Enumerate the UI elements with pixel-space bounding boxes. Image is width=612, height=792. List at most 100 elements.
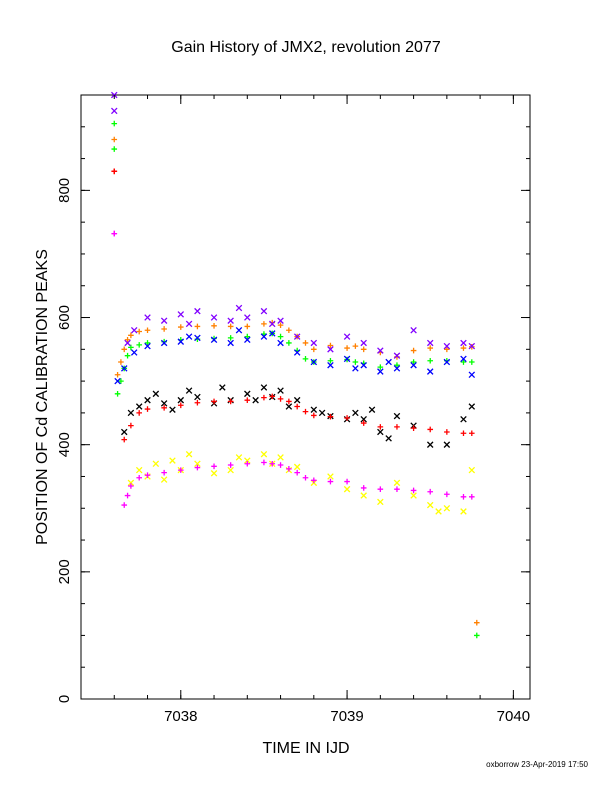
data-point bbox=[294, 403, 300, 410]
data-point bbox=[460, 494, 467, 500]
data-point bbox=[260, 450, 268, 458]
data-point bbox=[327, 413, 334, 420]
data-point bbox=[385, 358, 392, 366]
data-point bbox=[261, 394, 267, 401]
data-point bbox=[111, 146, 118, 152]
data-point bbox=[293, 349, 301, 356]
data-point bbox=[460, 339, 467, 347]
data-point bbox=[111, 230, 118, 237]
data-point bbox=[393, 365, 401, 372]
data-point bbox=[286, 398, 292, 405]
data-point bbox=[244, 460, 251, 467]
data-point bbox=[427, 357, 434, 364]
data-point bbox=[343, 485, 351, 493]
data-point bbox=[327, 473, 334, 480]
data-point bbox=[185, 450, 193, 458]
data-point bbox=[130, 349, 138, 356]
footer-stamp: oxborrow 23-Apr-2019 17:50 bbox=[486, 760, 588, 769]
data-point bbox=[111, 120, 118, 127]
data-point bbox=[293, 333, 301, 340]
data-point bbox=[360, 485, 367, 491]
data-point bbox=[260, 384, 268, 391]
data-point bbox=[468, 430, 475, 437]
data-point bbox=[161, 469, 167, 476]
data-point bbox=[227, 466, 234, 474]
data-point bbox=[160, 317, 168, 324]
data-point bbox=[135, 466, 143, 474]
data-point bbox=[169, 406, 176, 413]
data-point bbox=[235, 326, 243, 334]
data-point bbox=[311, 346, 317, 353]
data-point bbox=[144, 396, 151, 404]
data-point bbox=[468, 371, 476, 379]
data-point bbox=[286, 466, 292, 472]
data-point bbox=[177, 311, 185, 318]
data-point bbox=[114, 371, 121, 378]
data-point bbox=[185, 333, 193, 340]
data-point bbox=[121, 346, 128, 353]
data-point bbox=[210, 314, 218, 321]
data-point bbox=[377, 428, 384, 436]
data-point bbox=[114, 391, 121, 397]
axis-ticks: 7038 7039 7040 0 200 400 600 800 bbox=[56, 94, 530, 725]
data-point bbox=[435, 508, 442, 515]
data-point bbox=[235, 304, 243, 312]
data-point bbox=[468, 403, 476, 410]
data-point bbox=[227, 398, 234, 405]
data-point bbox=[244, 336, 251, 344]
data-point bbox=[211, 322, 217, 329]
data-point bbox=[285, 403, 293, 410]
data-point bbox=[460, 345, 467, 351]
data-point bbox=[426, 441, 434, 448]
data-point bbox=[352, 409, 359, 417]
data-point bbox=[260, 333, 268, 340]
data-point bbox=[244, 323, 251, 330]
data-point bbox=[393, 352, 401, 359]
data-point bbox=[277, 454, 284, 461]
data-point bbox=[161, 405, 167, 411]
data-point bbox=[121, 502, 128, 508]
data-point bbox=[460, 359, 467, 365]
data-point bbox=[344, 345, 350, 351]
data-point bbox=[468, 466, 476, 474]
data-point bbox=[318, 409, 326, 417]
data-point bbox=[227, 317, 234, 324]
data-point bbox=[393, 412, 401, 420]
data-point bbox=[293, 396, 301, 404]
data-point bbox=[310, 406, 318, 413]
data-point bbox=[293, 463, 301, 471]
data-point bbox=[177, 402, 184, 409]
data-point bbox=[244, 457, 251, 464]
data-point bbox=[128, 332, 134, 339]
data-point bbox=[394, 362, 400, 369]
data-point bbox=[468, 342, 476, 350]
data-point bbox=[277, 339, 284, 347]
data-point bbox=[377, 424, 384, 430]
data-point bbox=[127, 409, 135, 417]
y-axis-label: POSITION OF Cd CALIBRATION PEAKS bbox=[34, 249, 51, 545]
data-point bbox=[443, 505, 451, 512]
data-point bbox=[268, 330, 276, 337]
data-point bbox=[327, 342, 334, 349]
data-point bbox=[144, 340, 151, 346]
data-point bbox=[269, 460, 276, 467]
data-point bbox=[124, 352, 131, 359]
data-point bbox=[460, 415, 467, 423]
data-point bbox=[394, 424, 400, 430]
data-point bbox=[211, 463, 217, 470]
data-point bbox=[124, 336, 131, 343]
data-point bbox=[377, 486, 384, 492]
data-point bbox=[160, 339, 168, 347]
data-point bbox=[244, 390, 251, 398]
data-point bbox=[352, 365, 359, 372]
data-point bbox=[443, 342, 451, 350]
data-point bbox=[410, 361, 417, 369]
data-point bbox=[443, 441, 451, 448]
data-point bbox=[128, 483, 134, 489]
data-point bbox=[252, 396, 259, 404]
data-point bbox=[144, 406, 151, 412]
data-point bbox=[468, 359, 475, 365]
data-point bbox=[327, 357, 334, 364]
data-point bbox=[127, 479, 135, 487]
